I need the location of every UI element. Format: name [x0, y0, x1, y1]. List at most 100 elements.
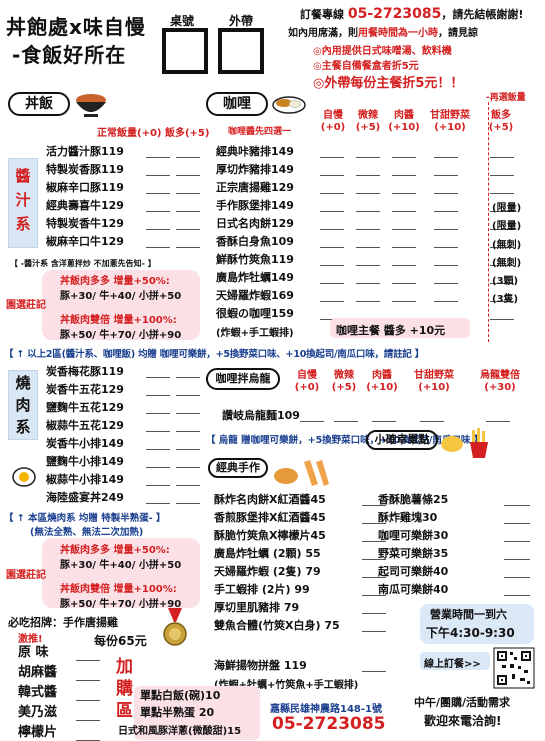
blank-line[interactable] — [434, 301, 458, 302]
blank-line[interactable] — [356, 301, 380, 302]
blank-line[interactable] — [76, 720, 100, 721]
sauce-item[interactable]: 胡麻醬 — [18, 666, 57, 680]
blank-line[interactable] — [146, 247, 170, 248]
blank-line[interactable] — [176, 157, 200, 158]
blank-line[interactable] — [334, 421, 358, 422]
table-no-box[interactable] — [162, 28, 208, 74]
grill-item[interactable]: 海陸盛宴丼249 — [46, 492, 124, 504]
donburi-item[interactable]: 經典壽喜牛129 — [46, 200, 124, 212]
blank-line[interactable] — [504, 505, 530, 506]
blank-line[interactable] — [434, 211, 458, 212]
blank-line[interactable] — [490, 211, 514, 212]
blank-line[interactable] — [490, 157, 514, 158]
blank-line[interactable] — [320, 211, 344, 212]
blank-line[interactable] — [176, 449, 200, 450]
sauce-item[interactable]: 韓式醬 — [18, 686, 57, 700]
blank-line[interactable] — [320, 283, 344, 284]
grill-item[interactable]: 椒蒜牛五花129 — [46, 420, 124, 432]
donburi-item[interactable]: 椒麻辛口牛129 — [46, 236, 124, 248]
classic-item[interactable]: 厚切里肌豬排 79 — [214, 602, 299, 614]
blank-line[interactable] — [146, 413, 170, 414]
blank-line[interactable] — [362, 559, 386, 560]
blank-line[interactable] — [362, 671, 386, 672]
blank-line[interactable] — [504, 577, 530, 578]
addon-item[interactable]: 單點半熟蛋 20 — [140, 707, 214, 719]
blank-line[interactable] — [146, 467, 170, 468]
blank-line[interactable] — [434, 229, 458, 230]
blank-line[interactable] — [490, 283, 514, 284]
curry-item[interactable]: 正宗唐揚雞129 — [216, 182, 294, 194]
blank-line[interactable] — [392, 211, 416, 212]
blank-line[interactable] — [176, 211, 200, 212]
blank-line[interactable] — [490, 193, 514, 194]
curry-item[interactable]: 日式名肉餅129 — [216, 218, 294, 230]
snack-item[interactable]: 酥炸雞塊30 — [378, 512, 437, 524]
blank-line[interactable] — [490, 247, 514, 248]
addon-item[interactable]: 日式和風豚洋蔥(微酸甜)15 — [118, 726, 241, 738]
blank-line[interactable] — [176, 467, 200, 468]
classic-item[interactable]: 廣島炸牡蠣 (2顆) 55 — [214, 548, 321, 560]
blank-line[interactable] — [146, 211, 170, 212]
donburi-item[interactable]: 特製炭香豚119 — [46, 164, 124, 176]
sauce-item[interactable]: 檸檬片 — [18, 726, 57, 740]
blank-line[interactable] — [356, 265, 380, 266]
grill-item[interactable]: 椒蒜牛小排149 — [46, 474, 124, 486]
donburi-item[interactable]: 特製炭香牛129 — [46, 218, 124, 230]
curry-item[interactable]: 香酥白身魚109 — [216, 236, 294, 248]
blank-line[interactable] — [392, 193, 416, 194]
blank-line[interactable] — [146, 449, 170, 450]
blank-line[interactable] — [362, 631, 386, 632]
blank-line[interactable] — [434, 247, 458, 248]
blank-line[interactable] — [504, 559, 530, 560]
curry-item[interactable]: 鮮酥竹筴魚119 — [216, 254, 294, 266]
blank-line[interactable] — [176, 413, 200, 414]
blank-line[interactable] — [176, 503, 200, 504]
blank-line[interactable] — [176, 193, 200, 194]
udon-item[interactable]: 讚岐烏龍麵109 — [222, 410, 300, 422]
footer-phone[interactable]: 05-2723085 — [272, 714, 386, 734]
blank-line[interactable] — [392, 283, 416, 284]
blank-line[interactable] — [392, 157, 416, 158]
qr-code-icon[interactable] — [493, 647, 535, 689]
classic-item[interactable]: 酥脆竹筴魚X檸檬片45 — [214, 530, 326, 542]
blank-line[interactable] — [146, 193, 170, 194]
blank-line[interactable] — [76, 700, 100, 701]
blank-line[interactable] — [486, 421, 510, 422]
takeout-box[interactable] — [218, 28, 264, 74]
blank-line[interactable] — [176, 431, 200, 432]
blank-line[interactable] — [434, 265, 458, 266]
blank-line[interactable] — [356, 211, 380, 212]
blank-line[interactable] — [362, 523, 386, 524]
blank-line[interactable] — [320, 301, 344, 302]
blank-line[interactable] — [176, 247, 200, 248]
blank-line[interactable] — [362, 577, 386, 578]
blank-line[interactable] — [146, 503, 170, 504]
snack-item[interactable]: 咖哩可樂餅30 — [378, 530, 448, 542]
grill-item[interactable]: 炭香牛小排149 — [46, 438, 124, 450]
curry-item[interactable]: 經典咔豬排149 — [216, 146, 294, 158]
blank-line[interactable] — [434, 283, 458, 284]
classic-platter[interactable]: 海鮮揚物拼盤 119 — [214, 660, 307, 672]
blank-line[interactable] — [320, 229, 344, 230]
addon-item[interactable]: 單點白飯(碗)10 — [140, 690, 220, 702]
blank-line[interactable] — [146, 395, 170, 396]
blank-line[interactable] — [434, 193, 458, 194]
grill-item[interactable]: 鹽麴牛小排149 — [46, 456, 124, 468]
blank-line[interactable] — [356, 247, 380, 248]
blank-line[interactable] — [490, 175, 514, 176]
classic-item[interactable]: 酥炸名肉餅X紅酒醬45 — [214, 494, 326, 506]
curry-item[interactable]: 天婦羅炸蝦169 — [216, 290, 294, 302]
blank-line[interactable] — [146, 485, 170, 486]
donburi-item[interactable]: 活力醬汁豚119 — [46, 146, 124, 158]
grill-item[interactable]: 鹽麴牛五花129 — [46, 402, 124, 414]
sauce-item[interactable]: 原 味 — [18, 646, 49, 660]
blank-line[interactable] — [362, 541, 386, 542]
blank-line[interactable] — [356, 229, 380, 230]
classic-item[interactable]: 香煎豚堡排X紅酒醬45 — [214, 512, 326, 524]
blank-line[interactable] — [362, 505, 386, 506]
blank-line[interactable] — [490, 319, 514, 320]
blank-line[interactable] — [490, 301, 514, 302]
blank-line[interactable] — [392, 301, 416, 302]
curry-item[interactable]: 手作豚堡排149 — [216, 200, 294, 212]
classic-item[interactable]: 雙魚合體(竹筴X白身) 75 — [214, 620, 340, 632]
